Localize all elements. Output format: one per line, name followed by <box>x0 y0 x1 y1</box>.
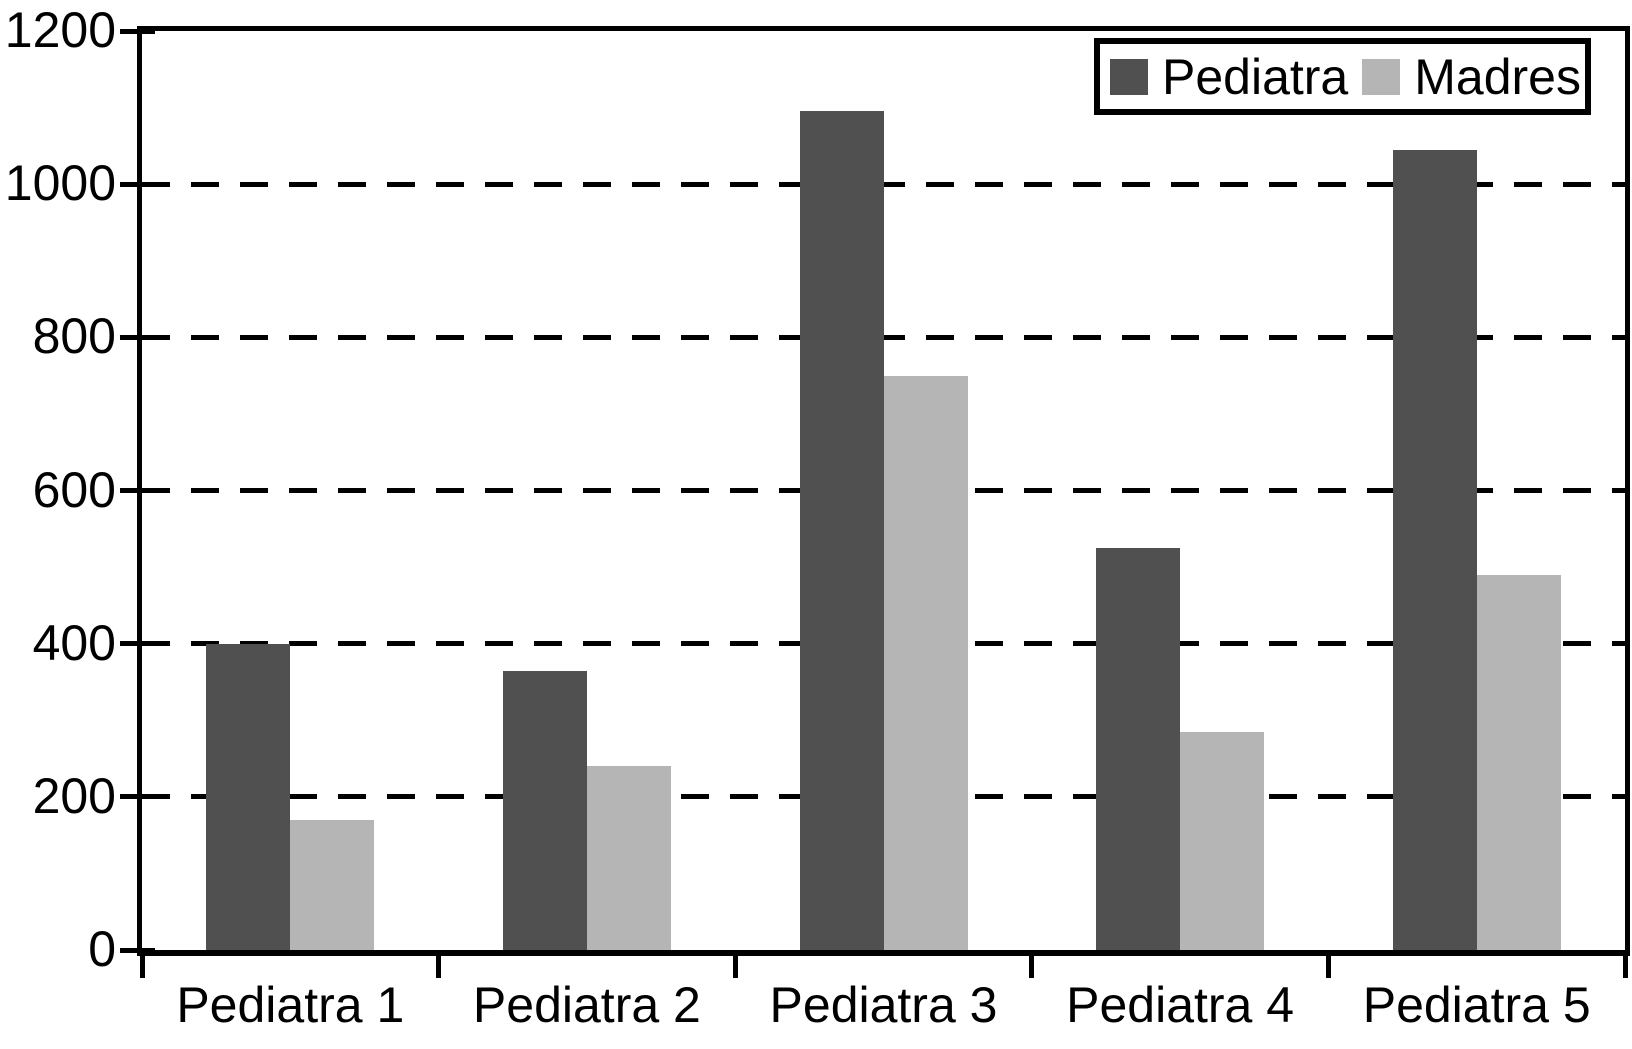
legend-swatch-pediatra-icon <box>1110 58 1148 95</box>
gridline-1000 <box>142 181 1625 187</box>
legend-swatch-madres-icon <box>1362 58 1401 95</box>
bar-pediatra-pediatra-4 <box>1096 547 1181 950</box>
bar-pediatra-pediatra-1 <box>206 643 291 950</box>
y-tick-label-0: 0 <box>88 921 116 977</box>
legend-item-madres: Madres <box>1362 52 1581 102</box>
y-tick-800 <box>120 334 155 340</box>
y-tick-label-1000: 1000 <box>4 155 116 212</box>
x-tick-3 <box>1029 950 1035 978</box>
y-tick-1200 <box>120 28 155 34</box>
bar-madres-pediatra-4 <box>1180 731 1265 950</box>
bar-pediatra-pediatra-2 <box>502 670 587 950</box>
x-tick-1 <box>436 950 442 978</box>
x-tick-5 <box>1622 950 1628 978</box>
bar-madres-pediatra-3 <box>883 375 968 950</box>
y-tick-label-400: 400 <box>32 614 116 671</box>
x-tick-2 <box>732 950 738 978</box>
bar-madres-pediatra-5 <box>1476 574 1561 950</box>
plot-area <box>137 26 1630 956</box>
y-tick-400 <box>120 641 155 647</box>
bar-pediatra-pediatra-3 <box>799 111 884 950</box>
y-tick-600 <box>120 488 155 493</box>
y-tick-label-600: 600 <box>32 461 116 518</box>
bar-madres-pediatra-1 <box>290 819 375 950</box>
gridline-800 <box>142 334 1625 340</box>
legend-label-pediatra: Pediatra <box>1162 48 1349 105</box>
x-category-label-pediatra-5: Pediatra 5 <box>1362 977 1591 1033</box>
legend: Pediatra Madres <box>1094 38 1591 115</box>
y-tick-label-1200: 1200 <box>4 2 116 58</box>
x-category-label-pediatra-2: Pediatra 2 <box>472 977 701 1033</box>
y-tick-label-200: 200 <box>32 767 116 824</box>
legend-item-pediatra: Pediatra <box>1110 52 1348 102</box>
bar-madres-pediatra-2 <box>586 766 671 950</box>
x-tick-0 <box>139 950 145 978</box>
y-tick-1000 <box>120 181 155 187</box>
x-category-label-pediatra-3: Pediatra 3 <box>769 977 998 1033</box>
x-category-label-pediatra-1: Pediatra 1 <box>176 977 405 1033</box>
bar-pediatra-pediatra-5 <box>1392 149 1477 950</box>
y-tick-200 <box>120 794 155 800</box>
x-category-label-pediatra-4: Pediatra 4 <box>1066 977 1295 1033</box>
legend-label-madres: Madres <box>1414 48 1581 105</box>
y-tick-0 <box>120 947 155 953</box>
y-tick-label-800: 800 <box>32 308 116 365</box>
x-tick-4 <box>1325 950 1331 978</box>
